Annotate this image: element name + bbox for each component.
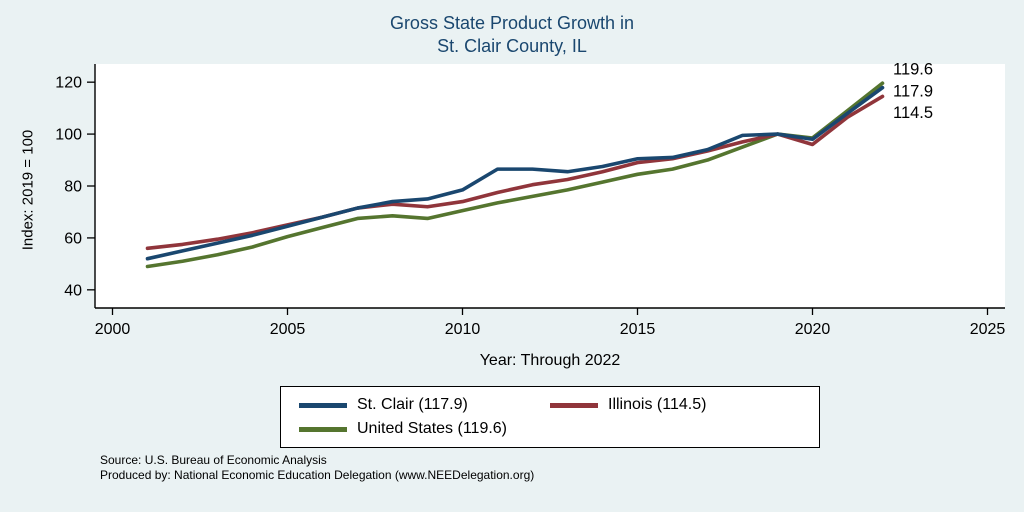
- gsp-line-chart: 40 60 80 100 120 2000 2005 2010 2015 2020 2025 119.…: [55, 61, 1006, 338]
- chart-legend: St. Clair (117.9) Illinois (114.5) Unite…: [280, 386, 820, 448]
- plot-area: [95, 64, 1005, 308]
- legend-item-united-states: United States (119.6): [299, 420, 550, 438]
- series-line-united-states: [145, 81, 885, 269]
- legend-label-st-clair: St. Clair (117.9): [357, 396, 468, 413]
- x-tick-label: 2000: [95, 321, 131, 338]
- y-tick-label: 100: [55, 127, 82, 144]
- legend-swatch-united-states: [299, 426, 347, 432]
- legend-item-illinois: Illinois (114.5): [550, 396, 801, 414]
- end-value-label: 117.9: [893, 82, 933, 100]
- legend-item-st-clair: St. Clair (117.9): [299, 396, 550, 414]
- x-tick-label: 2025: [970, 321, 1006, 338]
- x-tick-label: 2005: [270, 321, 306, 338]
- series-line-st-clair: [145, 85, 885, 261]
- x-tick-label: 2020: [795, 321, 831, 338]
- y-tick-label: 80: [64, 179, 82, 196]
- legend-label-united-states: United States (119.6): [357, 420, 508, 437]
- legend-swatch-illinois: [550, 402, 598, 408]
- x-tick-label: 2015: [620, 321, 656, 338]
- y-tick-label: 120: [55, 75, 82, 92]
- y-tick-label: 60: [64, 230, 82, 247]
- series-line-illinois: [145, 94, 885, 251]
- legend-swatch-st-clair: [299, 402, 347, 408]
- chart-title: Gross State Product Growth in St. Clair …: [0, 12, 1024, 58]
- legend-label-illinois: Illinois (114.5): [608, 396, 707, 413]
- y-tick-label: 40: [64, 282, 82, 299]
- source-note: Source: U.S. Bureau of Economic Analysis: [100, 453, 327, 467]
- end-value-label: 119.6: [893, 61, 933, 79]
- chart-title-line1: Gross State Product Growth in: [389, 13, 635, 33]
- chart-title-line2: St. Clair County, IL: [437, 36, 587, 56]
- x-axis-label: Year: Through 2022: [479, 352, 621, 369]
- footer-notes: Source: U.S. Bureau of Economic Analysis…: [100, 453, 534, 483]
- end-value-label: 114.5: [893, 104, 933, 122]
- produced-by-note: Produced by: National Economic Education…: [100, 468, 535, 482]
- x-tick-label: 2010: [445, 321, 481, 338]
